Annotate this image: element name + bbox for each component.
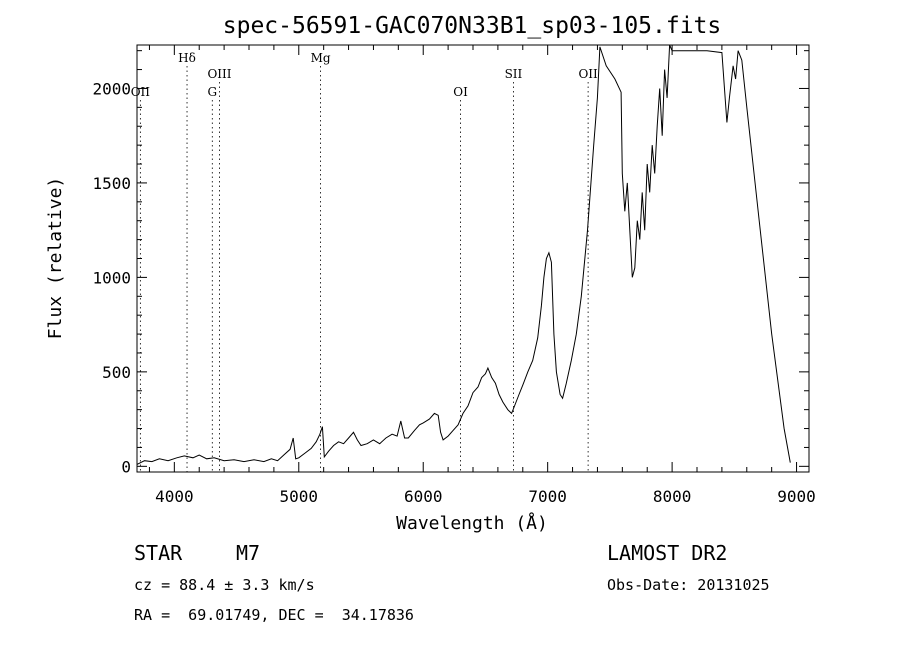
line-marker-label: OI [453, 85, 468, 99]
object-subclass: M7 [236, 541, 261, 565]
object-type: STAR [134, 541, 183, 565]
line-marker-label: SII [505, 67, 523, 81]
survey-name: LAMOST DR2 [607, 541, 728, 565]
x-tick-label: 4000 [155, 487, 194, 506]
x-tick-label: 8000 [653, 487, 692, 506]
x-tick-label: 5000 [280, 487, 319, 506]
y-tick-label: 500 [102, 363, 131, 382]
y-tick-label: 1000 [92, 268, 131, 287]
x-tick-label: 6000 [404, 487, 443, 506]
x-tick-label: 9000 [777, 487, 816, 506]
emission-line-markers: OII Hδ G OIII Mg OI OII SII [131, 51, 598, 472]
line-marker-label: Mg [311, 51, 331, 65]
line-marker-label: OII [131, 85, 151, 99]
line-marker-label: OIII [207, 67, 231, 81]
x-tick-label: 7000 [528, 487, 567, 506]
observation-date: Obs-Date: 20131025 [607, 576, 770, 594]
y-tick-label: 2000 [92, 79, 131, 98]
y-tick-label: 0 [121, 457, 131, 476]
y-axis-label: Flux (relative) [45, 177, 66, 340]
line-marker-label: G [207, 85, 217, 99]
spectrum-line [136, 44, 791, 465]
redshift-velocity: cz = 88.4 ± 3.3 km/s [134, 576, 315, 594]
line-marker-label: Hδ [178, 51, 196, 65]
plot-frame [136, 44, 810, 473]
line-marker-label: OII [578, 67, 598, 81]
axis-ticks: 4000 5000 6000 7000 8000 9000 0 500 1000 1500 2000 [92, 45, 816, 506]
x-axis-label: Wavelength (Å) [396, 512, 548, 534]
coordinates: RA = 69.01749, DEC = 34.17836 [134, 606, 414, 624]
chart-title: spec-56591-GAC070N33B1_sp03-105.fits [223, 13, 722, 39]
y-tick-label: 1500 [92, 174, 131, 193]
